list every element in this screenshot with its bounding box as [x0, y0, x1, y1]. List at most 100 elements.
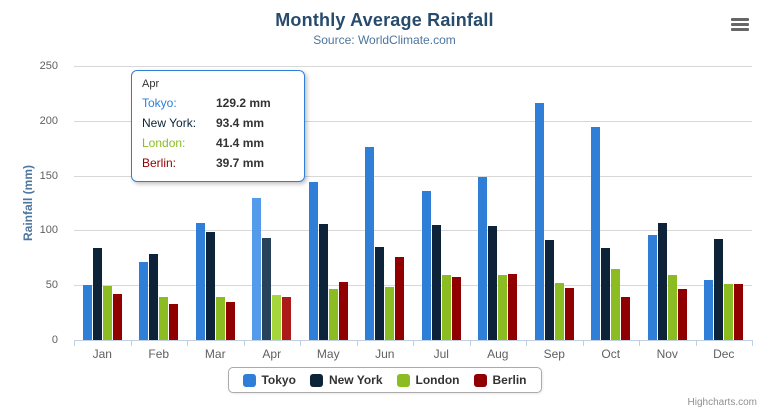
bar-berlin-jun[interactable]: [395, 257, 405, 340]
x-axis-tick: [582, 340, 584, 346]
y-axis-tick-label: 100: [39, 224, 58, 237]
bar-berlin-apr[interactable]: [282, 296, 292, 340]
bar-tokyo-oct[interactable]: [591, 127, 601, 340]
tooltip-series-value: 41.4 mm: [216, 136, 265, 150]
bar-tokyo-nov[interactable]: [647, 235, 657, 340]
y-axis-tick-label: 50: [45, 279, 58, 292]
credits-link[interactable]: Highcharts.com: [687, 397, 757, 408]
bar-berlin-jan[interactable]: [112, 293, 122, 340]
bar-london-nov[interactable]: [667, 275, 677, 340]
context-menu-button[interactable]: [727, 13, 753, 35]
y-axis-tick-label: 250: [39, 60, 58, 72]
bar-new-york-feb[interactable]: [149, 253, 159, 340]
chart-title: Monthly Average Rainfall: [275, 10, 494, 30]
bar-new-york-nov[interactable]: [657, 223, 667, 340]
bar-tokyo-dec[interactable]: [704, 280, 714, 340]
bar-berlin-nov[interactable]: [677, 288, 687, 340]
tooltip-series-label: New York:: [142, 116, 197, 130]
x-axis-tick: [243, 340, 245, 346]
plot-area: [74, 66, 753, 346]
x-axis-tick: [639, 340, 640, 346]
bar-new-york-jun[interactable]: [375, 247, 385, 340]
gridline: [74, 230, 752, 232]
bar-berlin-jul[interactable]: [451, 277, 461, 340]
legend-swatch-icon: [473, 373, 487, 387]
bar-berlin-sep[interactable]: [564, 287, 574, 340]
y-axis-tick-label: 150: [39, 169, 58, 182]
bar-london-aug[interactable]: [498, 274, 508, 340]
x-axis-label-jul: Jul: [433, 347, 449, 361]
bar-new-york-apr[interactable]: [262, 237, 272, 340]
x-axis-label-feb: Feb: [148, 347, 170, 361]
tooltip-series-label: Berlin:: [142, 156, 177, 170]
bar-new-york-jan[interactable]: [92, 248, 102, 340]
bar-london-jul[interactable]: [441, 275, 451, 340]
tooltip-series-value: 129.2 mm: [216, 96, 271, 110]
bar-berlin-dec[interactable]: [734, 284, 744, 340]
bar-new-york-aug[interactable]: [488, 225, 498, 340]
x-axis-label-mar: Mar: [204, 347, 226, 361]
bar-london-jun[interactable]: [385, 287, 395, 340]
bar-new-york-sep[interactable]: [544, 240, 554, 340]
bar-new-york-may[interactable]: [318, 223, 328, 340]
tooltip-rows: Tokyo: 129.2 mm New York: 93.4 mm London: 41.…: [142, 93, 294, 173]
bar-new-york-oct[interactable]: [601, 248, 611, 340]
bar-berlin-mar[interactable]: [225, 302, 235, 340]
bar-tokyo-jun[interactable]: [365, 147, 375, 340]
bar-tokyo-mar[interactable]: [195, 223, 205, 340]
tooltip: Apr Tokyo: 129.2 mm New York: 93.4 mm London…: [131, 70, 305, 182]
y-axis-labels: 0 50 100 150 200 250: [18, 60, 66, 346]
bar-london-dec[interactable]: [724, 283, 734, 340]
bar-tokyo-feb[interactable]: [139, 261, 149, 340]
bar-tokyo-apr[interactable]: [252, 198, 262, 340]
x-axis-labels: Jan Feb Mar Apr May Jun Jul Aug Sep Oct Nov Dec: [74, 347, 752, 363]
x-axis-label-dec: Dec: [713, 347, 735, 361]
bar-berlin-aug[interactable]: [508, 273, 518, 340]
legend-item-tokyo[interactable]: Tokyo: [242, 373, 296, 387]
x-axis-label-jun: Jun: [375, 347, 395, 361]
bar-tokyo-jul[interactable]: [421, 191, 431, 340]
legend-item-new-york[interactable]: New York: [309, 373, 383, 387]
hamburger-menu-icon: [729, 17, 751, 31]
x-axis-label-jan: Jan: [92, 347, 112, 361]
bar-new-york-jul[interactable]: [431, 224, 441, 340]
gridline: [74, 66, 752, 67]
bar-berlin-feb[interactable]: [169, 303, 179, 340]
bar-london-apr[interactable]: [272, 294, 282, 340]
bar-london-sep[interactable]: [554, 282, 564, 340]
tooltip-row-berlin: Berlin: 39.7 mm: [142, 153, 294, 173]
bar-london-oct[interactable]: [611, 268, 621, 340]
bar-tokyo-sep[interactable]: [534, 102, 544, 340]
bar-tokyo-may[interactable]: [308, 182, 318, 340]
legend: Tokyo New York London Berlin: [227, 367, 542, 393]
x-axis-label-oct: Oct: [601, 347, 621, 361]
bar-london-may[interactable]: [328, 288, 338, 340]
tooltip-header: Apr: [142, 78, 160, 90]
bar-london-feb[interactable]: [159, 297, 169, 340]
bar-new-york-dec[interactable]: [714, 238, 724, 340]
bar-berlin-may[interactable]: [338, 282, 348, 340]
legend-label: Tokyo: [261, 373, 296, 387]
x-axis-tick: [300, 340, 301, 346]
tooltip-series-label: Tokyo:: [142, 96, 177, 110]
bar-berlin-oct[interactable]: [621, 297, 631, 340]
x-axis-tick: [752, 340, 753, 346]
legend-label: London: [415, 373, 460, 387]
bar-tokyo-jan[interactable]: [82, 285, 92, 340]
x-axis-tick: [356, 340, 358, 346]
tooltip-series-value: 93.4 mm: [216, 116, 265, 130]
bar-london-mar[interactable]: [215, 296, 225, 340]
tooltip-row-tokyo: Tokyo: 129.2 mm: [142, 93, 294, 113]
x-axis-label-may: May: [316, 347, 340, 361]
legend-item-berlin[interactable]: Berlin: [473, 373, 527, 387]
legend-item-london[interactable]: London: [396, 373, 460, 387]
gridline: [74, 175, 752, 177]
tooltip-series-label: London:: [142, 136, 186, 150]
bar-tokyo-aug[interactable]: [478, 177, 488, 340]
x-axis-label-aug: Aug: [487, 347, 509, 361]
bar-london-jan[interactable]: [102, 286, 112, 340]
x-axis-tick: [74, 340, 75, 346]
legend-label: Berlin: [492, 373, 527, 387]
bar-new-york-mar[interactable]: [205, 232, 215, 340]
